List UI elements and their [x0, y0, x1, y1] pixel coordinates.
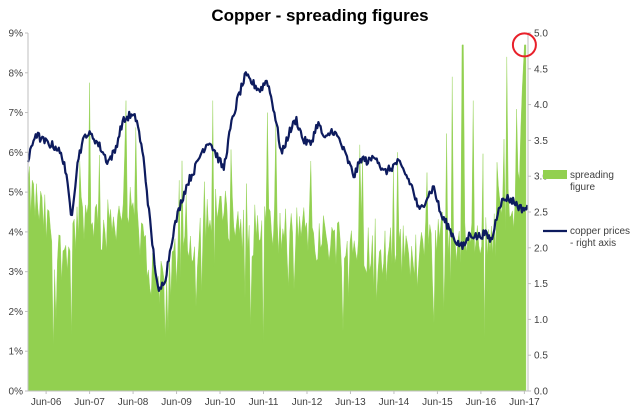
left-tick-label: 0% [9, 387, 24, 398]
right-tick-label: 2.5 [534, 208, 548, 219]
x-tick-label: Jun-12 [292, 397, 323, 408]
legend-label-spreading-figure: spreading figure [570, 170, 614, 193]
x-tick-label: Jun-13 [335, 397, 366, 408]
x-tick-label: Jun-11 [249, 397, 279, 408]
legend-swatch-spreading-figure [543, 170, 567, 179]
chart-title: Copper - spreading figures [211, 6, 428, 25]
right-tick-label: 0.5 [534, 351, 548, 362]
left-tick-label: 3% [9, 267, 24, 278]
left-tick-label: 1% [9, 347, 24, 358]
x-tick-label: Jun-10 [205, 397, 236, 408]
left-tick-label: 4% [9, 227, 24, 238]
spreading-figure-area [27, 44, 527, 392]
left-axis-ticks: 0% 1% 2% 3% 4% 5% 6% 7% 8% 9% [9, 29, 28, 398]
x-tick-label: Jun-09 [161, 397, 192, 408]
left-tick-label: 8% [9, 68, 24, 79]
copper-price-line-layer [26, 71, 529, 295]
x-tick-label: Jun-17 [509, 397, 540, 408]
legend: spreading figure copper prices - right axis [543, 170, 630, 249]
right-tick-label: 5.0 [534, 29, 548, 40]
right-tick-label: 3.0 [534, 172, 548, 183]
right-tick-label: 1.0 [534, 315, 548, 326]
annotations [511, 32, 537, 58]
left-tick-label: 6% [9, 148, 24, 159]
left-tick-label: 2% [9, 307, 24, 318]
right-tick-label: 2.0 [534, 243, 548, 254]
x-tick-label: Jun-16 [466, 397, 497, 408]
right-axis-ticks: 0.0 0.5 1.0 1.5 2.0 2.5 3.0 3.5 4.0 4.5 5.0 [528, 29, 548, 398]
legend-label-copper-prices: copper prices - right axis [570, 226, 630, 249]
left-tick-label: 9% [9, 29, 24, 40]
x-axis-ticks: Jun-06 Jun-07 Jun-08 Jun-09 Jun-10 Jun-11 Jun-… [31, 391, 540, 408]
copper-price-line [26, 71, 529, 292]
left-tick-label: 5% [9, 188, 24, 199]
x-tick-label: Jun-06 [31, 397, 62, 408]
highlight-circle-annotation [511, 32, 537, 58]
spreading-figure-area-layer [27, 44, 527, 392]
right-tick-label: 4.0 [534, 100, 548, 111]
right-tick-label: 1.5 [534, 279, 548, 290]
right-tick-label: 3.5 [534, 136, 548, 147]
x-tick-label: Jun-14 [379, 397, 410, 408]
x-tick-label: Jun-08 [118, 397, 149, 408]
left-tick-label: 7% [9, 108, 24, 119]
right-tick-label: 0.0 [534, 387, 548, 398]
x-tick-label: Jun-15 [422, 397, 453, 408]
x-tick-label: Jun-07 [74, 397, 105, 408]
right-tick-label: 4.5 [534, 64, 548, 75]
